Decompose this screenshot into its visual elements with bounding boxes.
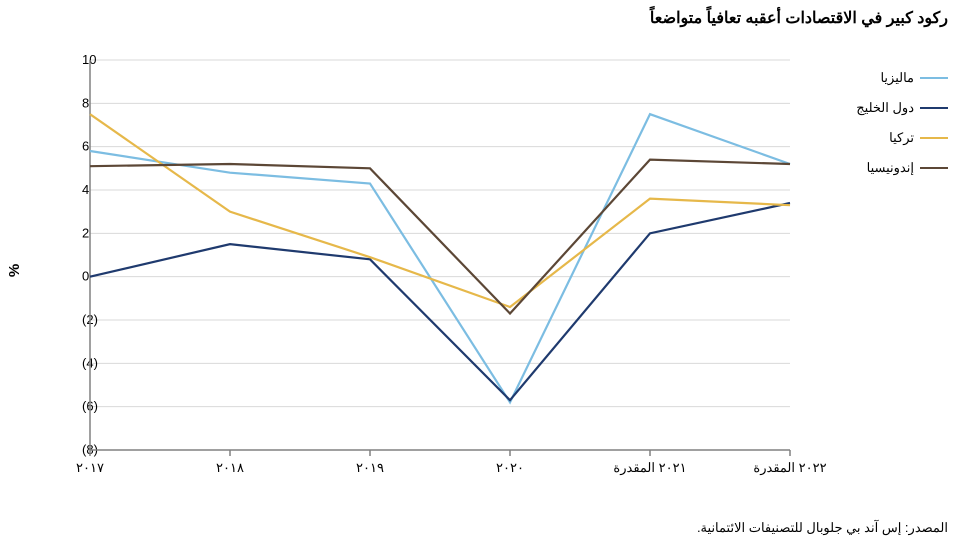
series-turkey (90, 114, 790, 307)
legend-swatch-turkey (920, 137, 948, 139)
legend-swatch-indonesia (920, 167, 948, 169)
plot-area: (8)(6)(4)(2)0246810٢٠١٧٢٠١٨٢٠١٩٢٠٢٠٢٠٢١ … (40, 50, 800, 490)
chart-container: ركود كبير في الاقتصادات أعقبه تعافياً مت… (0, 0, 968, 544)
chart-svg: (8)(6)(4)(2)0246810٢٠١٧٢٠١٨٢٠١٩٢٠٢٠٢٠٢١ … (40, 50, 800, 490)
legend-label-turkey: تركيا (889, 130, 914, 146)
y-tick-label: 10 (82, 52, 96, 67)
x-tick-label: ٢٠٢٠ (496, 460, 524, 475)
chart-title: ركود كبير في الاقتصادات أعقبه تعافياً مت… (650, 8, 948, 28)
legend-item-turkey: تركيا (798, 130, 948, 146)
source-text: المصدر: إس آند بي جلوبال للتصنيفات الائت… (697, 520, 948, 536)
legend-item-indonesia: إندونيسيا (798, 160, 948, 176)
y-axis-label-wrap: % (8, 50, 21, 490)
series-malaysia (90, 114, 790, 402)
legend-item-gcc: دول الخليج (798, 100, 948, 116)
series-gcc (90, 203, 790, 400)
y-tick-label: 6 (82, 139, 89, 154)
legend-swatch-gcc (920, 107, 948, 109)
legend: ماليزيا دول الخليج تركيا إندونيسيا (798, 70, 948, 190)
legend-label-malaysia: ماليزيا (880, 70, 914, 86)
y-tick-label: 8 (82, 95, 89, 110)
y-tick-label: 4 (82, 182, 89, 197)
y-tick-label: 0 (82, 269, 89, 284)
legend-swatch-malaysia (920, 77, 948, 79)
x-tick-label: ٢٠١٨ (216, 460, 244, 475)
legend-item-malaysia: ماليزيا (798, 70, 948, 86)
legend-label-indonesia: إندونيسيا (867, 160, 914, 176)
y-tick-label: 2 (82, 225, 89, 240)
legend-label-gcc: دول الخليج (856, 100, 914, 116)
y-axis-label: % (6, 263, 23, 276)
x-tick-label: ٢٠١٩ (356, 460, 384, 475)
x-tick-label: ٢٠٢٢ المقدرة (753, 460, 826, 476)
x-tick-label: ٢٠١٧ (76, 460, 104, 475)
x-tick-label: ٢٠٢١ المقدرة (613, 460, 686, 476)
series-indonesia (90, 160, 790, 314)
